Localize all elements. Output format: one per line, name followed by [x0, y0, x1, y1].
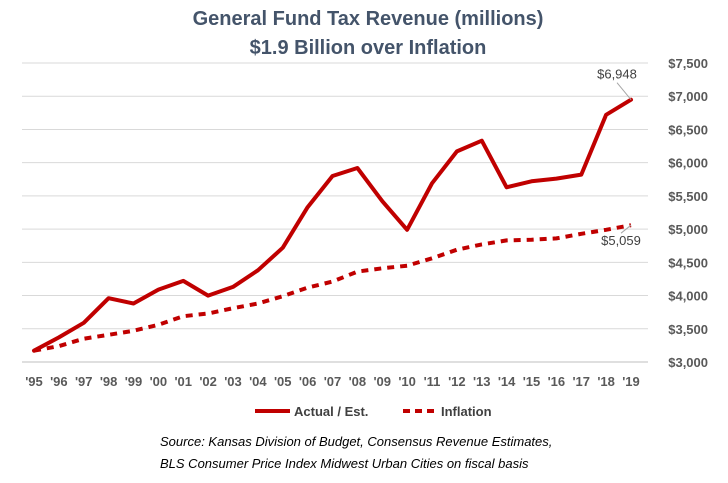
- x-tick-label: '12: [448, 374, 466, 389]
- source-line-2: BLS Consumer Price Index Midwest Urban C…: [160, 456, 529, 471]
- data-label: $5,059: [601, 233, 641, 248]
- y-axis: $3,000 $3,500 $4,000 $4,500 $5,000 $5,500 $6,0…: [668, 56, 708, 370]
- y-tick-label: $4,500: [668, 255, 708, 270]
- x-tick-label: '06: [299, 374, 317, 389]
- annotation-leader: [620, 224, 632, 234]
- legend: Actual / Est. Inflation: [255, 404, 492, 419]
- x-tick-label: '00: [150, 374, 168, 389]
- annotation-leader: [616, 82, 632, 100]
- x-tick-label: '05: [274, 374, 292, 389]
- x-tick-label: '96: [50, 374, 68, 389]
- y-tick-label: $3,000: [668, 355, 708, 370]
- x-tick-label: '01: [174, 374, 192, 389]
- y-tick-label: $5,500: [668, 189, 708, 204]
- y-tick-label: $5,000: [668, 222, 708, 237]
- annotations: $6,948 $5,059: [597, 67, 641, 249]
- x-tick-label: '14: [498, 374, 516, 389]
- series-line-inflation: [33, 223, 632, 353]
- data-label: $6,948: [597, 67, 637, 82]
- x-tick-label: '03: [224, 374, 242, 389]
- chart-title: General Fund Tax Revenue (millions): [193, 8, 544, 30]
- y-tick-label: $4,000: [668, 289, 708, 304]
- x-tick-label: '08: [349, 374, 367, 389]
- x-tick-label: '19: [622, 374, 640, 389]
- y-tick-label: $6,500: [668, 122, 708, 137]
- legend-label-inflation: Inflation: [441, 404, 492, 419]
- series-lines: [32, 97, 633, 353]
- y-tick-label: $7,000: [668, 89, 708, 104]
- source-line-1: Source: Kansas Division of Budget, Conse…: [160, 434, 552, 449]
- x-tick-label: '97: [75, 374, 93, 389]
- x-tick-label: '10: [398, 374, 416, 389]
- x-tick-label: '17: [572, 374, 590, 389]
- x-tick-label: '98: [100, 374, 118, 389]
- y-tick-label: $6,000: [668, 156, 708, 171]
- x-tick-label: '11: [424, 374, 441, 389]
- x-tick-label: '13: [473, 374, 491, 389]
- x-tick-label: '18: [597, 374, 615, 389]
- x-tick-label: '95: [25, 374, 43, 389]
- legend-label-actual: Actual / Est.: [294, 404, 368, 419]
- gridlines: [22, 62, 648, 363]
- x-tick-label: '16: [548, 374, 566, 389]
- x-tick-label: '15: [523, 374, 541, 389]
- series-line-actual: [32, 97, 633, 353]
- x-tick-label: '04: [249, 374, 267, 389]
- x-tick-label: '02: [199, 374, 217, 389]
- y-tick-label: $7,500: [668, 56, 708, 71]
- x-axis: '95 '96 '97 '98 '99 '00 '01 '02 '03 '04 '05 '06 '07 '…: [25, 374, 640, 389]
- chart-subtitle: $1.9 Billion over Inflation: [250, 37, 487, 59]
- x-tick-label: '99: [125, 374, 143, 389]
- x-tick-label: '07: [324, 374, 342, 389]
- y-tick-label: $3,500: [668, 322, 708, 337]
- x-tick-label: '09: [373, 374, 391, 389]
